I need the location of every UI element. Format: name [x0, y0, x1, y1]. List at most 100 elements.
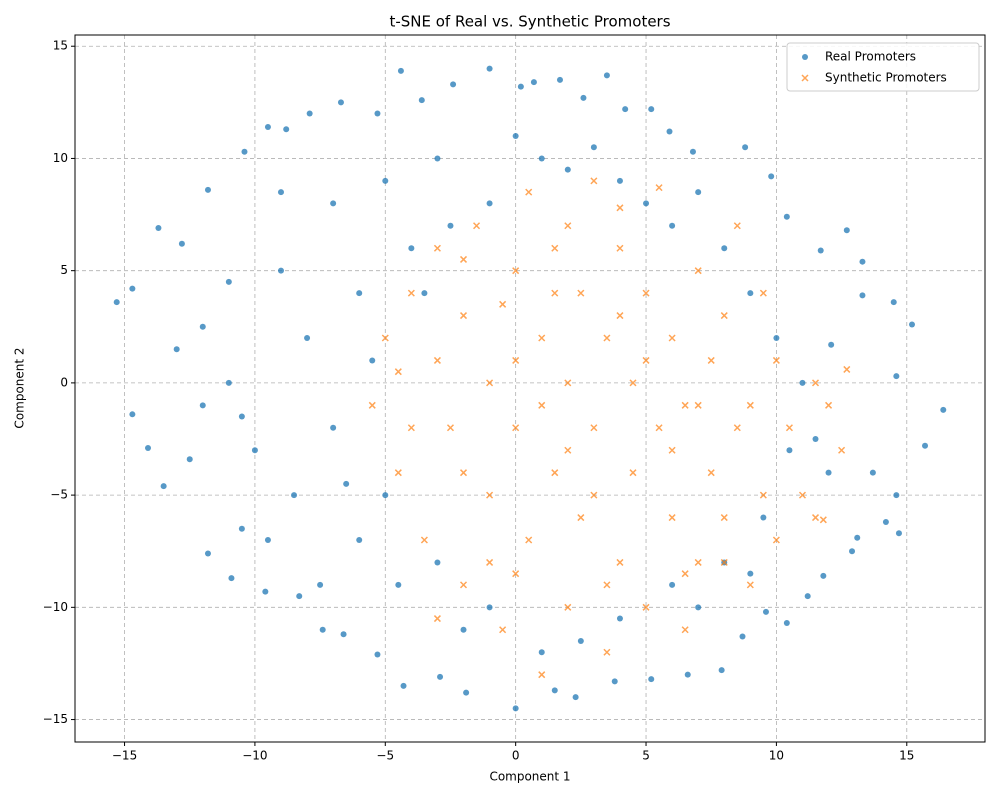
point: [940, 406, 947, 413]
point: [304, 335, 311, 341]
point: [418, 97, 425, 104]
point: [473, 222, 481, 230]
x-axis-label: Component 1: [489, 770, 570, 784]
plot-frame: [74, 34, 986, 743]
point: [337, 99, 344, 106]
point: [564, 166, 571, 173]
point: [648, 676, 655, 683]
point: [616, 558, 624, 566]
point: [783, 213, 790, 220]
point: [264, 537, 271, 543]
point: [681, 626, 689, 634]
point: [421, 290, 428, 297]
point: [825, 469, 832, 476]
point: [684, 671, 691, 678]
point: [590, 144, 597, 151]
point: [643, 200, 650, 207]
point: [262, 588, 269, 595]
point: [525, 536, 533, 544]
point: [629, 469, 637, 477]
point: [486, 65, 493, 72]
point: [895, 530, 902, 537]
point: [707, 356, 715, 364]
point: [433, 615, 441, 623]
point: [642, 289, 650, 297]
point: [486, 604, 493, 611]
point: [291, 492, 298, 499]
point: [799, 379, 806, 386]
legend-marker: [801, 74, 809, 82]
point: [512, 424, 520, 432]
point: [890, 299, 897, 306]
point: [228, 575, 235, 582]
point: [460, 626, 467, 633]
point: [616, 177, 623, 184]
plot-area: [75, 35, 985, 742]
point: [733, 222, 741, 230]
point: [564, 446, 572, 454]
point: [155, 225, 162, 232]
point: [783, 620, 790, 627]
point: [804, 593, 811, 600]
point: [707, 469, 715, 477]
point: [178, 240, 185, 247]
point: [590, 491, 598, 499]
point: [720, 514, 728, 522]
y-tick-label: −5: [50, 488, 68, 502]
point: [616, 244, 624, 252]
point: [225, 278, 232, 285]
point: [381, 334, 389, 342]
point: [145, 444, 152, 451]
point: [773, 335, 780, 341]
point: [374, 110, 381, 117]
point: [382, 177, 389, 184]
point: [616, 615, 623, 622]
point: [204, 186, 211, 193]
point: [742, 144, 749, 151]
point: [538, 334, 546, 342]
point: [486, 491, 494, 499]
y-tick-label: −10: [43, 600, 68, 614]
point: [843, 365, 851, 373]
point: [843, 227, 850, 234]
point: [572, 694, 579, 701]
point: [446, 424, 455, 432]
legend-marker: [802, 54, 808, 60]
point: [590, 177, 598, 185]
point: [225, 379, 232, 386]
point: [666, 128, 673, 135]
point: [129, 285, 136, 292]
point: [859, 292, 866, 299]
point: [551, 687, 558, 694]
x-tick-label: −15: [112, 749, 137, 763]
point: [577, 514, 585, 522]
x-tick-label: 0: [512, 749, 520, 763]
point: [812, 436, 819, 442]
x-tick-label: 10: [769, 749, 784, 763]
point: [655, 184, 663, 192]
point: [669, 222, 676, 229]
point: [580, 94, 587, 101]
point: [798, 491, 807, 499]
point: [718, 667, 725, 674]
point: [407, 289, 415, 297]
point: [512, 570, 520, 578]
point: [434, 559, 441, 566]
point: [759, 491, 767, 499]
point: [330, 200, 337, 207]
point: [577, 638, 584, 644]
point: [525, 188, 533, 196]
point: [577, 289, 585, 297]
point: [820, 572, 827, 579]
point: [642, 356, 650, 364]
point: [695, 189, 702, 196]
point: [819, 516, 827, 524]
point: [622, 106, 629, 113]
point: [538, 155, 545, 162]
point: [747, 570, 754, 577]
point: [772, 536, 780, 544]
point: [356, 537, 363, 543]
point: [922, 442, 929, 449]
point: [616, 204, 624, 212]
